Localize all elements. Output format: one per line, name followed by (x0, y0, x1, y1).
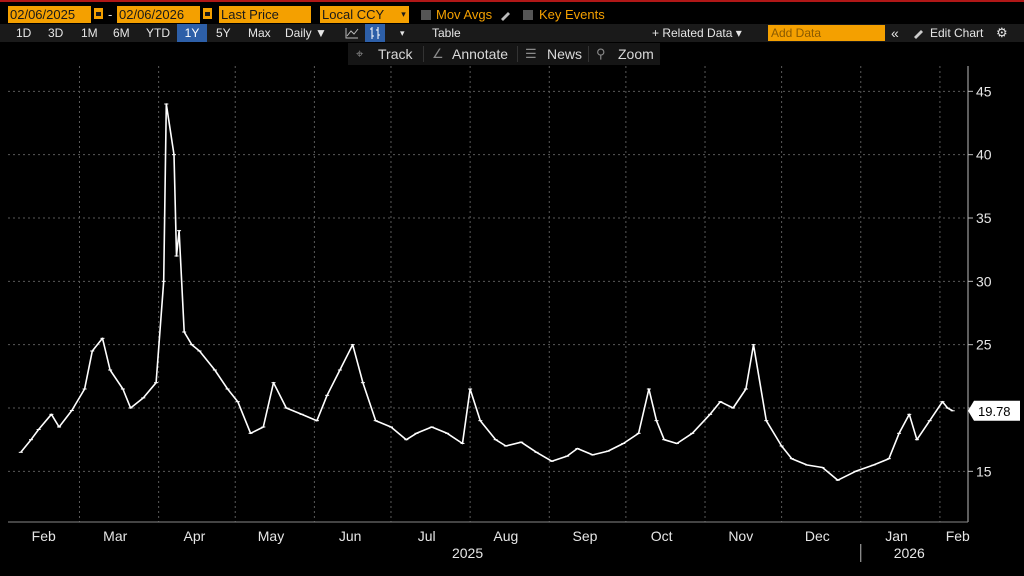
key-events-label[interactable]: Key Events (539, 7, 605, 22)
top-border (0, 0, 1024, 2)
key-events-checkbox[interactable] (523, 10, 533, 20)
x-tick-label: Oct (651, 528, 673, 544)
frequency-select[interactable]: Daily ▼ (285, 26, 327, 40)
y-tick-label: 45 (976, 83, 992, 99)
header-bar: 02/06/2025 - 02/06/2026 Last Price Local… (0, 5, 1024, 25)
last-price-label: 19.78 (978, 404, 1011, 419)
x-tick-label: Dec (805, 528, 830, 544)
x-tick-label: Aug (493, 528, 518, 544)
y-tick-label: 30 (976, 273, 992, 289)
period-max[interactable]: Max (248, 26, 271, 40)
period-5y[interactable]: 5Y (216, 26, 231, 40)
news-button[interactable]: News (547, 46, 583, 62)
year-label: 2025 (452, 545, 483, 561)
period-1y[interactable]: 1Y (177, 24, 207, 42)
mov-avgs-checkbox[interactable] (421, 10, 431, 20)
ohlc-icon (370, 27, 380, 39)
y-tick-label: 35 (976, 210, 992, 226)
zoom-button[interactable]: Zoom (618, 46, 654, 62)
currency-dropdown-icon[interactable]: ▾ (398, 6, 409, 23)
chart-tools-bar: ⌖ Track ∠ Annotate ☰ News ⚲ Zoom (348, 43, 660, 65)
x-tick-label: Sep (573, 528, 598, 544)
date-range-separator: - (108, 7, 113, 22)
period-ytd[interactable]: YTD (146, 26, 170, 40)
period-1d[interactable]: 1D (16, 26, 32, 40)
chart-type-dropdown-icon[interactable]: ▾ (400, 28, 405, 38)
price-field-select[interactable]: Last Price (219, 6, 311, 23)
period-6m[interactable]: 6M (113, 26, 130, 40)
price-series-line (20, 103, 954, 481)
x-tick-label: Jul (418, 528, 436, 544)
x-tick-label: Nov (728, 528, 753, 544)
crosshair-icon[interactable]: ⌖ (356, 46, 364, 61)
x-tick-label: May (258, 528, 284, 544)
related-data-button[interactable]: + Related Data ▾ (652, 26, 742, 40)
line-chart-icon[interactable] (345, 27, 359, 39)
period-3d[interactable]: 3D (48, 26, 64, 40)
start-calendar-icon[interactable] (94, 8, 103, 19)
annotate-button[interactable]: Annotate (452, 46, 509, 62)
x-tick-label: Feb (946, 528, 970, 544)
x-tick-label: Mar (103, 528, 127, 544)
mov-avgs-label[interactable]: Mov Avgs (436, 7, 493, 22)
end-date-field[interactable]: 02/06/2026 (117, 6, 200, 23)
zoom-search-icon[interactable]: ⚲ (596, 46, 606, 61)
tool-divider (423, 46, 424, 62)
news-icon[interactable]: ☰ (525, 46, 537, 61)
year-label: 2026 (894, 545, 925, 561)
x-tick-label: Jan (885, 528, 908, 544)
x-tick-label: Feb (32, 528, 56, 544)
annotate-icon[interactable]: ∠ (432, 46, 444, 61)
x-tick-label: Apr (183, 528, 205, 544)
edit-chart-button[interactable]: Edit Chart (930, 26, 984, 40)
last-price-tag (968, 400, 1020, 421)
x-tick-label: Jun (339, 528, 362, 544)
currency-select[interactable]: Local CCY (320, 6, 398, 23)
edit-pencil-icon[interactable] (912, 27, 924, 39)
bar-chart-type-button[interactable] (365, 24, 385, 42)
collapse-double-chevron-icon[interactable]: « (891, 25, 899, 41)
add-data-input[interactable]: Add Data (768, 25, 885, 41)
y-tick-label: 25 (976, 337, 992, 353)
pencil-icon[interactable] (499, 9, 511, 21)
start-date-field[interactable]: 02/06/2025 (8, 6, 91, 23)
settings-gear-icon[interactable]: ⚙ (996, 25, 1008, 40)
period-toolbar: 1D 3D 1M 6M YTD 1Y 5Y Max Daily ▼ ▾ Tabl… (0, 24, 1024, 42)
period-1m[interactable]: 1M (81, 26, 98, 40)
tool-divider (588, 46, 589, 62)
y-tick-label: 15 (976, 463, 992, 479)
track-button[interactable]: Track (378, 46, 413, 62)
end-calendar-icon[interactable] (203, 8, 212, 19)
y-tick-label: 40 (976, 147, 992, 163)
table-button[interactable]: Table (432, 26, 461, 40)
tool-divider (517, 46, 518, 62)
